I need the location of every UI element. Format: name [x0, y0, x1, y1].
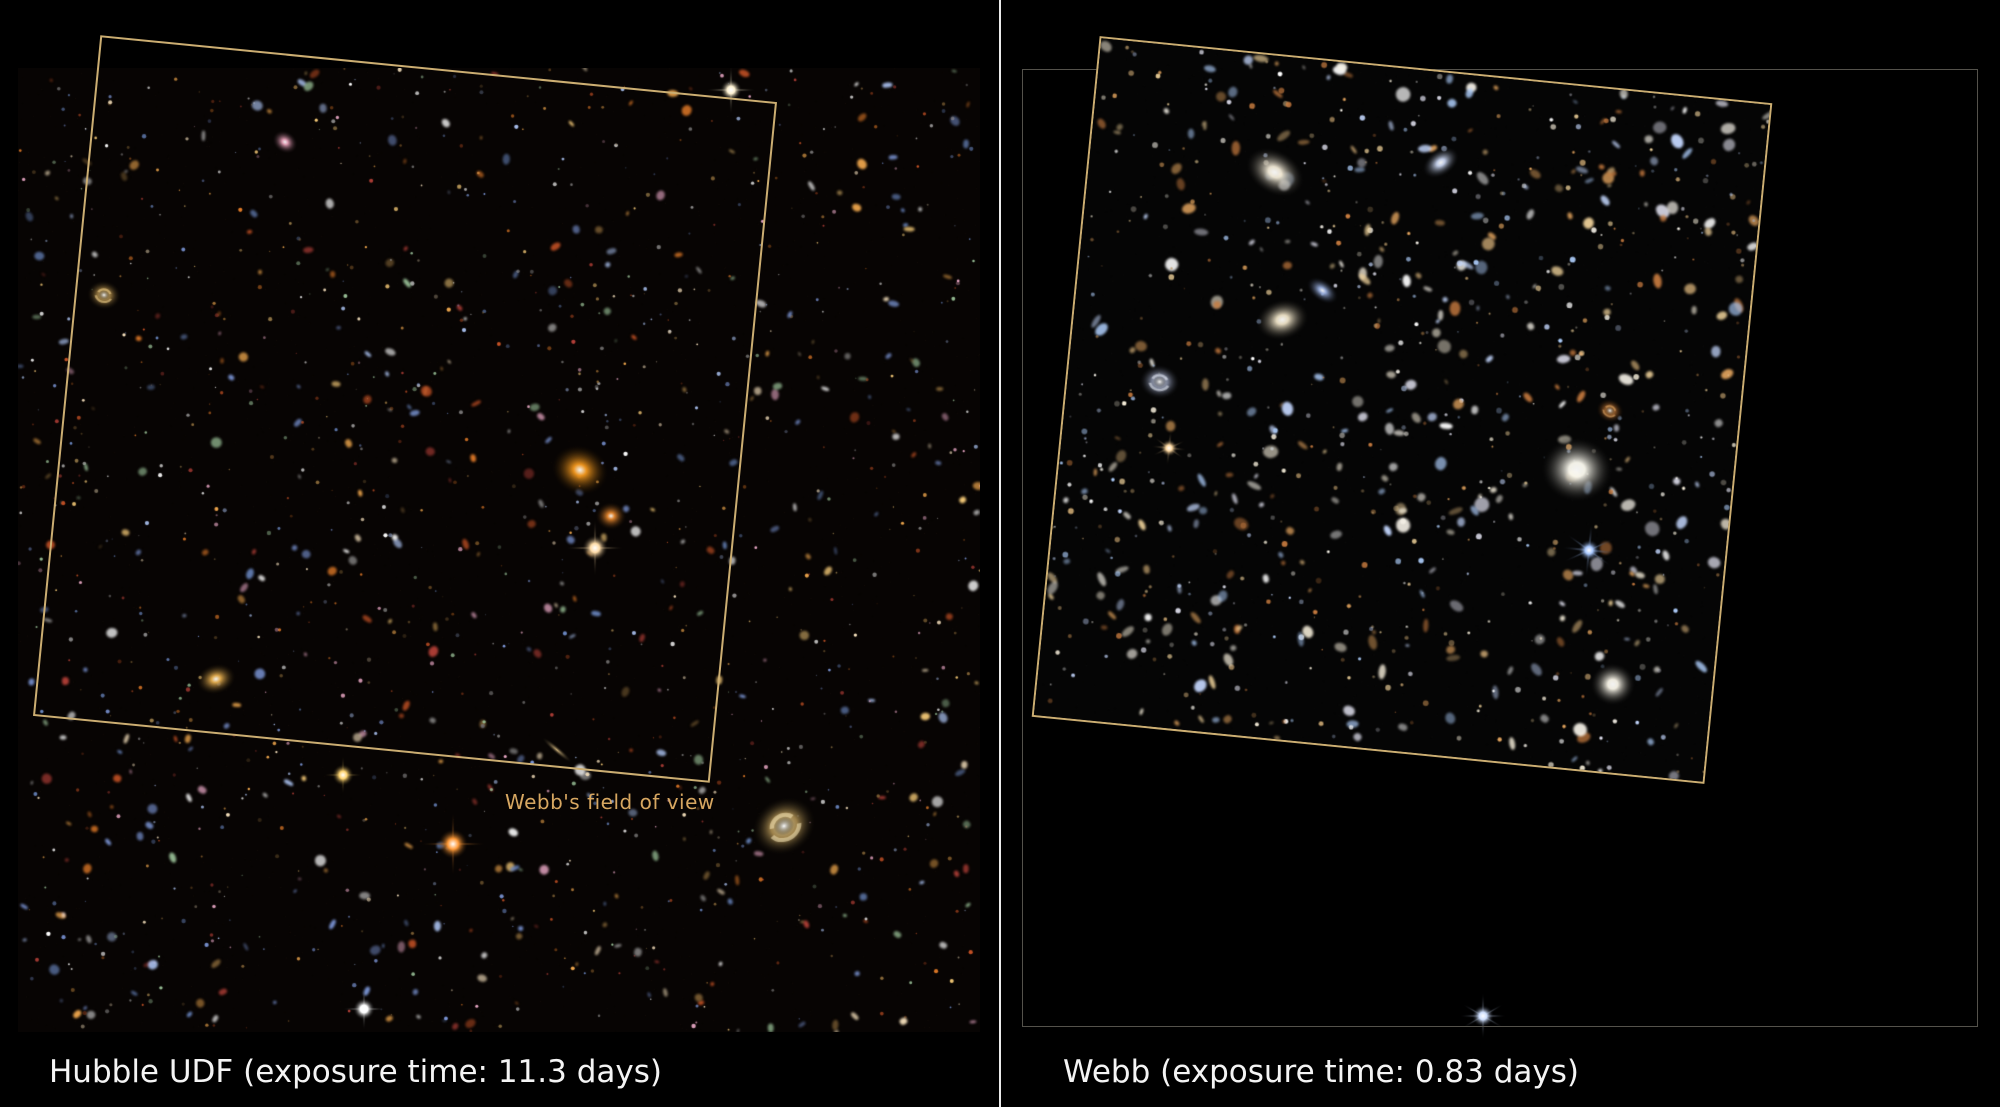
webb-caption: Webb (exposure time: 0.83 days): [1063, 1054, 1579, 1090]
webb-panel: Webb (exposure time: 0.83 days): [1001, 0, 2000, 1107]
webb-starfield-canvas: [1033, 38, 1771, 782]
hubble-photo: [18, 68, 980, 1032]
panel-divider: [999, 0, 1001, 1107]
hubble-panel: Webb's field of view Hubble UDF (exposur…: [0, 0, 999, 1107]
webb-photo: [1031, 36, 1773, 784]
hubble-starfield-canvas: [18, 68, 980, 1032]
hubble-caption: Hubble UDF (exposure time: 11.3 days): [49, 1054, 662, 1090]
webb-outline-box: [1022, 69, 1978, 1027]
webb-field-of-view-box: [32, 35, 778, 783]
webb-field-of-view-label: Webb's field of view: [505, 790, 715, 814]
